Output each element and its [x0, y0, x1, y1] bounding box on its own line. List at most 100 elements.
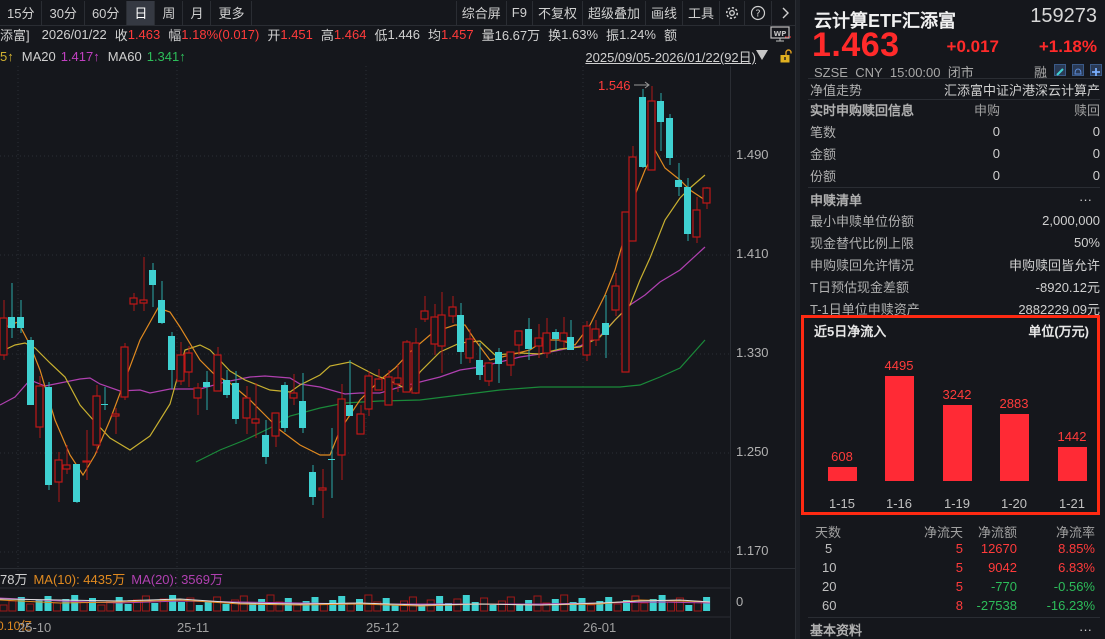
open-label: 开 — [267, 27, 281, 43]
flow-days: 5 — [955, 560, 963, 575]
price-axis-separator — [730, 66, 731, 639]
flow-rate: -0.56% — [1053, 579, 1095, 594]
days: 5 — [825, 541, 833, 556]
inflow-bar — [1058, 447, 1087, 481]
list-header: 申赎清单 ··· — [810, 188, 1100, 210]
row-label: 份额 — [810, 168, 837, 184]
row-value: 申购赎回皆允许 — [1008, 257, 1100, 273]
tab-30min[interactable]: 30分 — [42, 0, 85, 25]
tab-weekly[interactable]: 周 — [155, 0, 184, 25]
tools-button[interactable]: 工具 — [681, 0, 719, 25]
draw-line-button[interactable]: 画线 — [644, 0, 682, 25]
ma-legend: 5↑ MA20 1.417↑ MA60 1.341↑ — [0, 44, 800, 68]
no-adjust-button[interactable]: 不复权 — [531, 0, 582, 25]
flow-rate: 6.83% — [1058, 560, 1095, 575]
edit-icon[interactable] — [1054, 64, 1066, 76]
quote-panel: 云计算ETF汇添富 159273 1.463 +0.017 +1.18% SZS… — [800, 0, 1105, 639]
redeem-value: 0 — [1092, 145, 1100, 161]
tab-15min[interactable]: 15分 — [0, 0, 43, 25]
flow-rate: -16.23% — [1046, 598, 1095, 613]
redeem-col: 赎回 — [1073, 102, 1100, 118]
bell-icon[interactable] — [1072, 64, 1084, 76]
row-value: -8920.12元 — [1035, 279, 1100, 295]
swing-label: 振 — [606, 27, 620, 43]
price-tick: 1.170 — [736, 543, 769, 558]
svg-text:WP: WP — [774, 30, 787, 38]
help-icon[interactable]: ? — [744, 0, 771, 25]
list-title: 申赎清单 — [810, 192, 863, 208]
add-icon[interactable] — [1090, 64, 1102, 76]
chevron-right-icon[interactable] — [771, 0, 800, 25]
flow-unit: 单位(万元) — [1028, 324, 1089, 339]
tab-daily[interactable]: 日 — [127, 0, 156, 25]
tab-monthly[interactable]: 月 — [183, 0, 212, 25]
inflow-bar — [828, 467, 857, 481]
unlock-icon[interactable] — [780, 49, 792, 63]
list-more-button[interactable]: ··· — [1079, 191, 1092, 207]
low-label: 低 — [374, 27, 388, 43]
row-label: 笔数 — [810, 124, 837, 140]
margin-badge: 融 — [1034, 65, 1048, 80]
basic-more-button[interactable]: ··· — [1079, 621, 1092, 637]
days: 20 — [822, 579, 837, 594]
f9-button[interactable]: F9 — [505, 0, 532, 25]
amp-value: 1.18%(0.017) — [181, 26, 260, 42]
row-value: 2,000,000 — [1042, 212, 1100, 228]
avg-label: 均 — [428, 27, 442, 43]
instrument-name-fragment: 添富] — [0, 27, 30, 43]
kline-chart[interactable]: 1.546 — [0, 66, 730, 639]
fund-title: 云计算ETF汇添富 — [814, 11, 956, 31]
inflow-bar — [943, 405, 972, 481]
period-toolbar: 15分 30分 60分 日 周 月 更多 综合屏 F9 不复权 超级叠加 画线 … — [0, 0, 800, 26]
subscribe-col: 申购 — [973, 102, 1000, 118]
ma10-tail: 5↑ — [0, 48, 14, 64]
ma20-label: MA20 — [21, 48, 56, 64]
realtime-title: 实时申购赎回信息 — [810, 102, 915, 118]
tab-60min[interactable]: 60分 — [85, 0, 128, 25]
inflow-value: 2883 — [999, 396, 1029, 411]
composite-screen-button[interactable]: 综合屏 — [455, 0, 506, 25]
fund-code: 159273 — [1030, 5, 1097, 27]
inflow-date: 1-15 — [828, 496, 856, 511]
col-days: 天数 — [815, 525, 842, 540]
super-overlay-button[interactable]: 超级叠加 — [581, 0, 645, 25]
inflow-value: 4495 — [884, 358, 914, 373]
realtime-row: 份额 0 0 — [810, 164, 1100, 186]
redeem-value: 0 — [1092, 123, 1100, 139]
kline-panel: 15分 30分 60分 日 周 月 更多 综合屏 F9 不复权 超级叠加 画线 … — [0, 0, 800, 639]
monitor-wp-icon[interactable]: WP — [770, 26, 792, 42]
open-value: 1.451 — [280, 26, 313, 42]
tab-more[interactable]: 更多 — [211, 0, 253, 25]
quote-time: 15:00:00 — [889, 65, 941, 80]
flow-table-row: 60 8 -27538 -16.23% — [810, 596, 1095, 616]
ma20-value: 1.417↑ — [60, 48, 100, 64]
quote-info-bar: 添富] 2026/01/22 收 1.463 幅 1.18%(0.017) 开 1.4… — [0, 24, 800, 44]
panel-splitter[interactable] — [795, 0, 800, 639]
list-row: 最小申赎单位份额 2,000,000 — [810, 209, 1100, 231]
turnover-label: 换 — [548, 27, 562, 43]
inflow-date: 1-16 — [885, 496, 913, 511]
volume-tail: 78万 — [0, 572, 28, 587]
vol-ma10: MA(10): 4435万 — [33, 572, 126, 587]
gear-icon[interactable] — [719, 0, 744, 25]
nav-trend-row[interactable]: 净值走势 汇添富中证沪港深云计算产 — [810, 78, 1100, 100]
swing-value: 1.24% — [619, 26, 656, 42]
flow-table-row: 10 5 9042 6.83% — [810, 558, 1095, 578]
list-row: T-1日单位申赎资产 2882229.09元 — [810, 297, 1100, 319]
price-change: +0.017 — [946, 37, 999, 56]
date-range-selector[interactable]: 2025/09/05-2026/01/22(92日) — [585, 50, 756, 65]
volume-axis-zero: 0 — [736, 594, 744, 609]
basic-info-header[interactable]: 基本资料 ··· — [810, 618, 1100, 639]
flow-days: 5 — [955, 541, 963, 556]
volume-legend: 78万 MA(10): 4435万 MA(20): 3569万 — [0, 568, 800, 588]
realtime-row: 金额 0 0 — [810, 142, 1100, 164]
dropdown-triangle-icon[interactable] — [756, 50, 768, 60]
date-tick: 25-12 — [366, 620, 400, 635]
row-label: 申购赎回允许情况 — [810, 257, 915, 273]
high-label: 高 — [320, 27, 334, 43]
exchange: SZSE — [814, 65, 848, 80]
realtime-header: 实时申购赎回信息 申购 赎回 — [810, 98, 1100, 120]
realtime-row: 笔数 0 0 — [810, 120, 1100, 142]
flow-title: 近5日净流入 — [814, 324, 887, 339]
list-row: 现金替代比例上限 50% — [810, 231, 1100, 253]
